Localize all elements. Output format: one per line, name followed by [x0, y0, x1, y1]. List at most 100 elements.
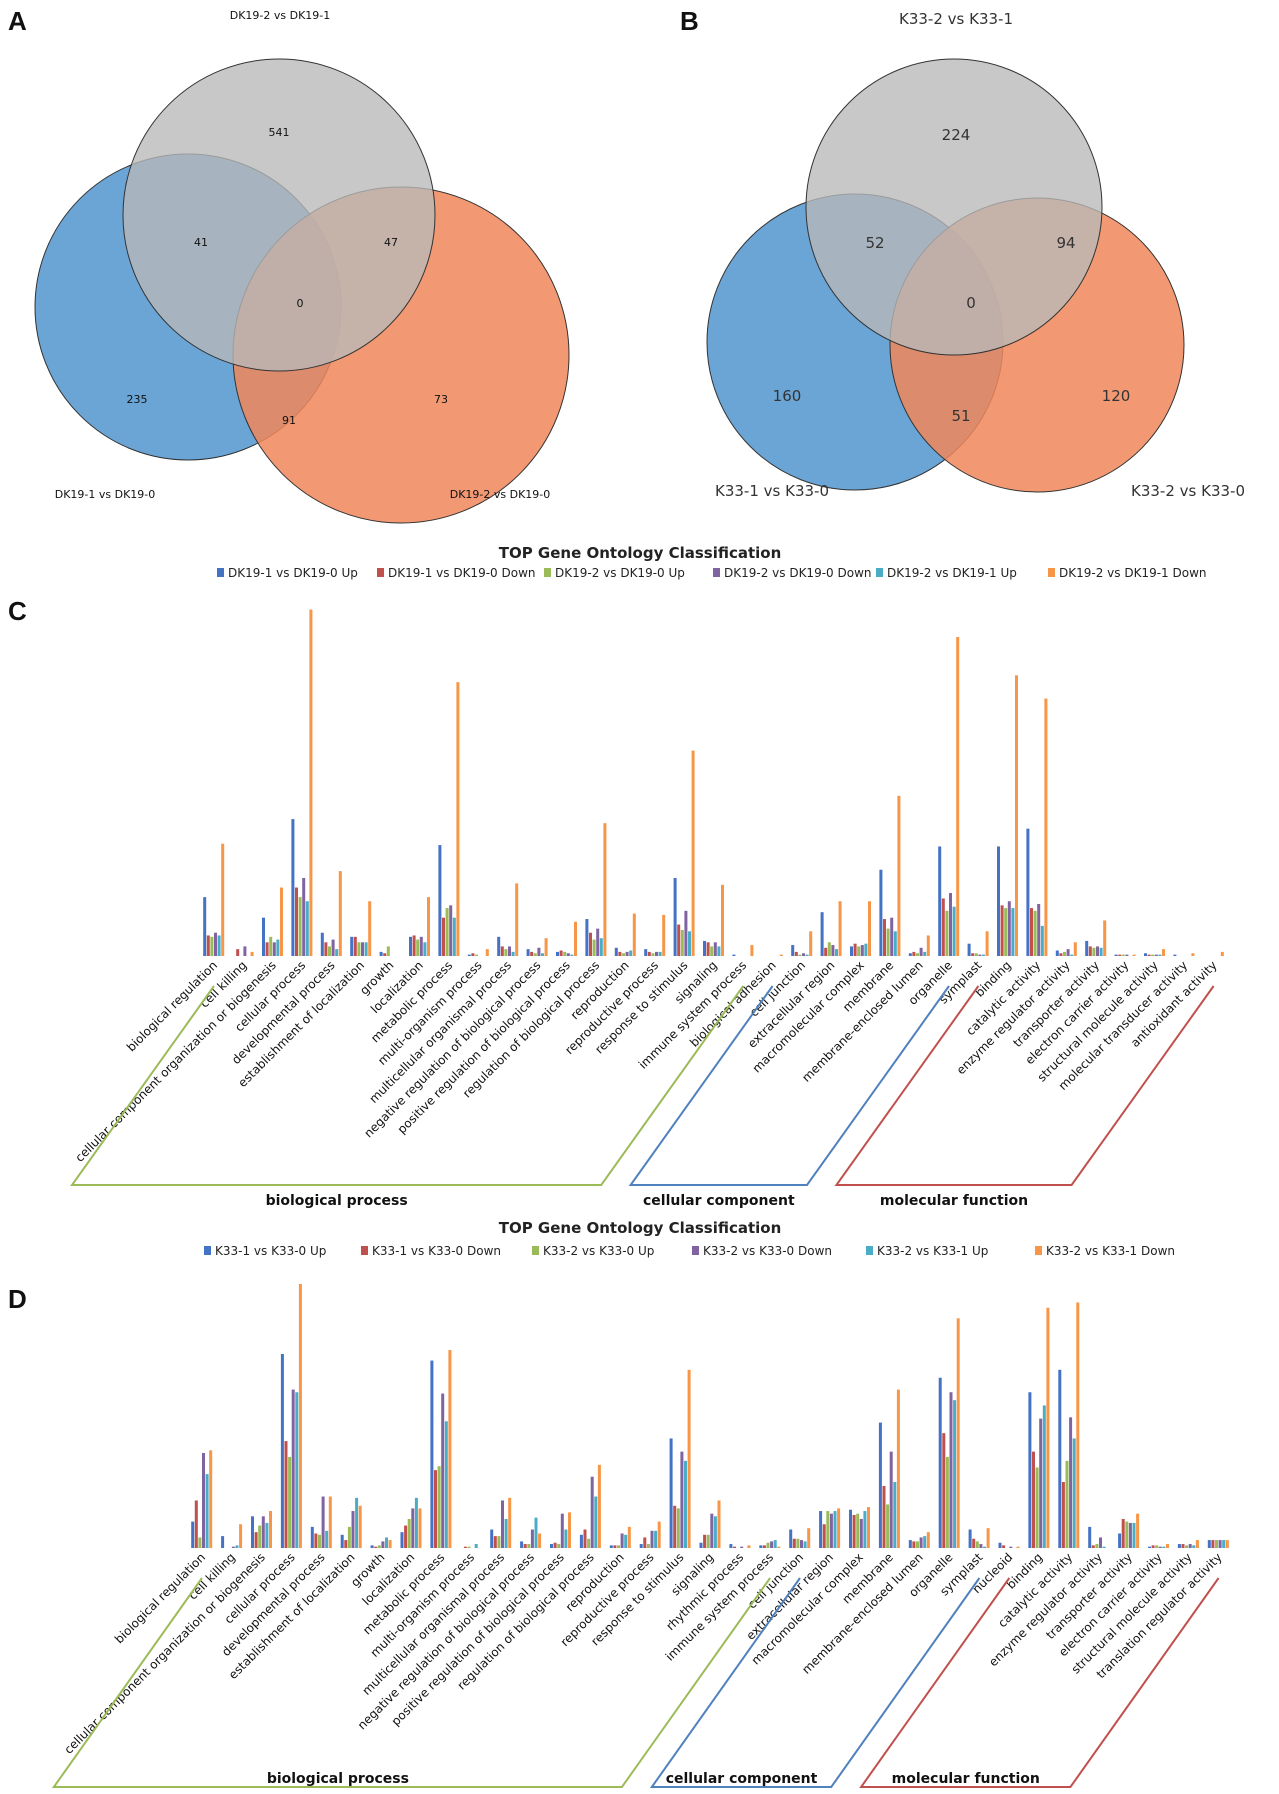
bar: [368, 901, 372, 956]
bar: [504, 1518, 508, 1548]
bar: [1147, 954, 1151, 956]
bar: [1136, 1513, 1140, 1548]
bar: [441, 1393, 445, 1548]
venn-b-top-only: 224: [942, 126, 971, 144]
bar: [747, 1545, 751, 1548]
bar: [527, 1544, 531, 1548]
bar: [534, 1517, 538, 1548]
bar: [650, 1530, 654, 1548]
bar: [732, 954, 736, 956]
bar: [643, 1537, 647, 1548]
bar: [669, 1438, 673, 1548]
bar: [357, 942, 361, 956]
bar: [912, 1541, 916, 1548]
chart-c-title: TOP Gene Ontology Classification: [499, 544, 782, 562]
bar: [680, 1451, 684, 1548]
bar: [404, 1525, 408, 1548]
bar: [530, 951, 534, 956]
go-chart-d: D TOP Gene Ontology Classification K33-1…: [8, 1219, 1229, 1788]
bar: [1125, 1521, 1129, 1548]
bar: [684, 1460, 687, 1548]
bar: [1042, 1405, 1046, 1548]
legend-swatch: [217, 568, 224, 577]
bar: [445, 908, 449, 956]
bar: [687, 1369, 691, 1548]
group-bracket: [859, 1577, 1220, 1788]
legend-entry: K33-1 vs K33-0 Down: [372, 1244, 501, 1258]
bar: [364, 942, 368, 956]
bar: [796, 1538, 800, 1548]
bar: [688, 931, 691, 956]
bar: [657, 1521, 661, 1548]
bar: [919, 1537, 923, 1548]
bar: [418, 1508, 422, 1548]
bar: [1166, 1544, 1169, 1548]
bar: [949, 1392, 953, 1548]
bar: [770, 1541, 774, 1548]
bar: [1088, 946, 1092, 956]
bar: [559, 950, 563, 956]
bar: [889, 1451, 893, 1548]
venn-a-circle-top: [122, 58, 436, 372]
venn-a-center: 0: [297, 297, 304, 310]
venn-a-right-label: DK19-2 vs DK19-0: [450, 488, 551, 501]
bar: [318, 1534, 321, 1548]
bar: [644, 949, 648, 956]
bar: [236, 949, 240, 956]
bar: [833, 1511, 837, 1548]
bar: [985, 931, 989, 956]
bar: [1011, 908, 1015, 956]
bar: [1044, 698, 1048, 956]
bar: [878, 1422, 882, 1548]
bar: [654, 1530, 658, 1548]
bar: [850, 946, 853, 956]
bar: [838, 901, 842, 956]
bar: [205, 1474, 209, 1548]
bar: [676, 1508, 680, 1548]
bar: [651, 953, 655, 956]
bar: [941, 898, 945, 956]
bar: [926, 1532, 930, 1548]
bar: [956, 1318, 960, 1548]
bar: [1225, 1540, 1229, 1548]
bar: [662, 914, 666, 956]
bar: [613, 1545, 617, 1548]
bar: [967, 943, 971, 956]
bar: [353, 936, 357, 956]
bar: [805, 954, 809, 956]
bar: [803, 1541, 807, 1548]
bar: [291, 1389, 295, 1548]
bar: [673, 877, 677, 956]
bar: [1121, 954, 1125, 956]
bar: [310, 1526, 314, 1548]
bar: [485, 949, 489, 956]
bar: [968, 1529, 972, 1548]
bar: [835, 949, 838, 956]
bar: [852, 1515, 856, 1548]
bar: [508, 946, 511, 956]
legend-entry: DK19-2 vs DK19-0 Up: [555, 566, 685, 580]
legend-entry: DK19-2 vs DK19-1 Down: [1059, 566, 1207, 580]
bar: [1125, 954, 1129, 956]
bar: [1032, 1451, 1035, 1548]
bar: [677, 924, 681, 956]
bar: [1002, 1545, 1006, 1548]
bar: [779, 954, 783, 956]
bar: [331, 939, 335, 956]
bar: [919, 947, 923, 956]
bar: [912, 951, 916, 956]
bar: [733, 1546, 736, 1548]
bar: [288, 1456, 292, 1548]
bar: [952, 906, 956, 956]
bar: [1188, 1544, 1192, 1548]
bar: [1151, 954, 1155, 956]
legend-entry: DK19-2 vs DK19-0 Down: [724, 566, 872, 580]
bar: [221, 1536, 225, 1548]
venn-a-top-only: 541: [269, 126, 290, 139]
legend-entry: K33-1 vs K33-0 Up: [215, 1244, 326, 1258]
bar: [998, 1542, 1002, 1548]
bar: [820, 912, 824, 956]
bar: [863, 1511, 867, 1548]
bar: [347, 1526, 351, 1548]
bar: [1059, 953, 1063, 956]
